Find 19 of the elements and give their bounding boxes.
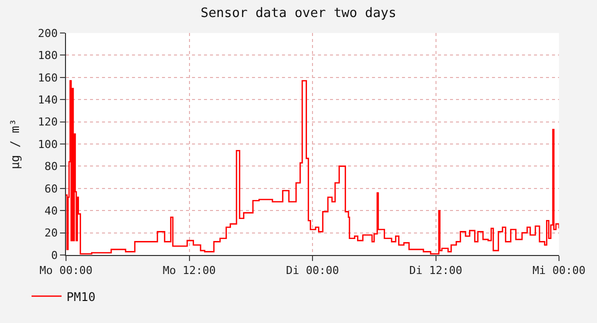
y-tick-label: 40 xyxy=(44,204,58,218)
x-tick-label: Di 00:00 xyxy=(286,264,339,278)
x-tick-label: Mo 00:00 xyxy=(40,264,92,278)
y-tick-label: 140 xyxy=(38,93,58,106)
y-tick-label: 20 xyxy=(44,226,58,240)
x-tick-label: Mi 00:00 xyxy=(532,264,586,278)
y-axis-title: µg / m³ xyxy=(8,118,22,170)
y-tick-label: 180 xyxy=(38,49,58,62)
legend-label: PM10 xyxy=(66,290,96,304)
chart-title: Sensor data over two days xyxy=(200,6,396,22)
y-tick-label: 0 xyxy=(51,248,58,262)
y-tick-label: 80 xyxy=(44,160,58,174)
x-tick-label: Di 12:00 xyxy=(409,264,462,278)
y-tick-label: 60 xyxy=(44,182,58,196)
y-tick-label: 160 xyxy=(38,71,58,84)
x-tick-label: Mo 12:00 xyxy=(162,264,216,278)
y-tick-label: 200 xyxy=(38,26,58,40)
y-tick-label: 100 xyxy=(38,138,58,151)
y-tick-label: 120 xyxy=(38,116,58,129)
